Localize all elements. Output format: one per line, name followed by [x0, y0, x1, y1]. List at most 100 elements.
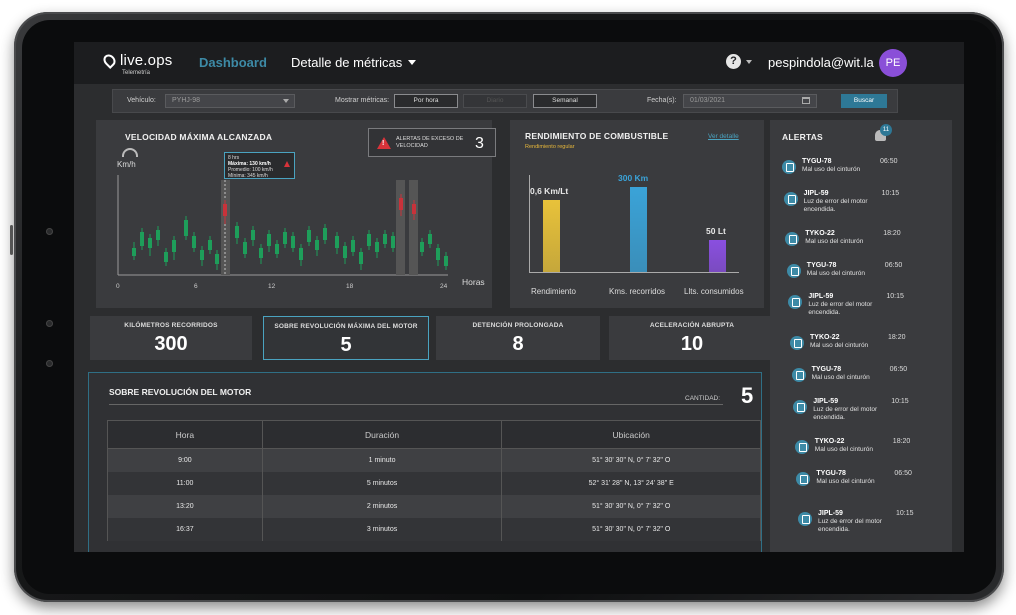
search-button[interactable]: Buscar: [841, 94, 887, 108]
fuel-bar[interactable]: [543, 200, 560, 272]
alert-plate: TYKO-22: [810, 334, 840, 341]
bell-icon[interactable]: [875, 130, 886, 141]
candle-body: [420, 242, 424, 252]
alert-message: Luz de error del motor encendida.: [808, 301, 873, 316]
alert-item[interactable]: TYKO-22 18:20 Mal uso del cinturón: [785, 230, 913, 260]
date-field[interactable]: 01/03/2021: [683, 94, 817, 108]
btn-diario[interactable]: Diario: [463, 94, 527, 108]
alert-plate: JIPL-59: [818, 510, 843, 517]
alert-message: Mal uso del cinturón: [805, 238, 864, 245]
candle-body: [315, 240, 319, 250]
fuel-detail-link[interactable]: Ver detalle: [708, 133, 739, 140]
table-cell: 3 minutos: [261, 517, 503, 541]
help-menu[interactable]: ?: [726, 54, 752, 69]
table-row[interactable]: 9:00 1 minuto 51° 30' 30" N, 0° 7' 32" O: [107, 448, 761, 472]
fuel-bar-label: Llts. consumidos: [684, 287, 744, 296]
x-tick: 24: [440, 283, 448, 290]
x-tick: 12: [268, 283, 276, 290]
fuel-bar[interactable]: [709, 240, 726, 272]
alert-item[interactable]: TYGU-78 06:50 Mal uso del cinturón: [786, 262, 915, 292]
table-row[interactable]: 13:20 2 minutos 51° 30' 30" N, 0° 7' 32" O: [107, 494, 761, 518]
revolution-qty: 5: [741, 383, 754, 408]
alerts-panel: ALERTAS 11 TYGU-78 06:50 Mal uso del cintu…: [770, 120, 952, 552]
table-cell: 1 minuto: [261, 448, 503, 472]
alert-item[interactable]: JIPL-59 10:15 Luz de error del motor encen…: [788, 293, 916, 323]
alert-time: 10:15: [886, 293, 904, 300]
btn-por-hora[interactable]: Por hora: [394, 94, 458, 108]
table-row[interactable]: 16:37 3 minutos 51° 30' 30" N, 0° 7' 32" O: [107, 517, 761, 541]
column-header-duracion[interactable]: Duración: [261, 420, 503, 449]
table-cell: 51° 30' 30" N, 0° 7' 32" O: [501, 517, 761, 541]
alert-plate: JIPL-59: [808, 293, 834, 300]
candle-body: [259, 248, 263, 258]
speed-unit: Km/h: [117, 160, 136, 169]
nav-dashboard[interactable]: Dashboard: [199, 55, 267, 70]
candle-body: [164, 252, 168, 262]
tablet-camera: [46, 228, 53, 235]
stat-card-km[interactable]: KILÓMETROS RECORRIDOS 300: [90, 316, 252, 360]
candle-body: [215, 254, 219, 264]
alert-time: 06:50: [884, 262, 903, 269]
candle-body: [291, 236, 295, 248]
candle-body: [399, 198, 403, 210]
alert-item[interactable]: TYGU-78 06:50 Mal uso del cinturón: [796, 470, 924, 500]
table-cell: 52° 31' 28" N, 13° 24' 38" E: [501, 471, 761, 495]
candle-body: [192, 236, 196, 248]
table-row[interactable]: 11:00 5 minutos 52° 31' 28" N, 13° 24' 38"…: [107, 471, 761, 495]
fuel-bar-value: 0,6 Km/Lt: [530, 186, 569, 196]
btn-semanal[interactable]: Semanal: [533, 94, 597, 108]
stat-label: ACELERACIÓN ABRUPTA: [649, 322, 735, 329]
date-label: Fecha(s):: [647, 97, 677, 104]
nav-detalle-metricas[interactable]: Detalle de métricas: [291, 55, 417, 70]
logo-subtitle: Telemetría: [122, 70, 151, 76]
speed-alert-count: 3: [475, 135, 484, 152]
alert-item[interactable]: TYGU-78 06:50 Mal uso del cinturón: [782, 158, 910, 188]
stat-card-acceleration[interactable]: ACELERACIÓN ABRUPTA 10: [609, 316, 775, 360]
candle-body: [243, 242, 247, 254]
tablet-side-button: [10, 225, 13, 255]
location-pin-icon: [101, 52, 118, 69]
avatar[interactable]: PE: [879, 49, 907, 77]
alert-item[interactable]: JIPL-59 10:15 Luz de error del motor encen…: [783, 190, 912, 220]
table-cell: 51° 30' 30" N, 0° 7' 32" O: [501, 448, 761, 472]
speed-alert-box[interactable]: ! ALERTAS DE EXCESO DE VELOCIDAD 3: [368, 128, 496, 157]
fuel-bar-value: 50 Lt: [706, 226, 726, 236]
app-screen: live.ops Telemetría Dashboard Detalle de…: [74, 42, 964, 552]
alert-item[interactable]: TYGU-78 06:50 Mal uso del cinturón: [791, 366, 920, 396]
fuel-bar-value: 300 Km: [618, 173, 649, 183]
fuel-bar[interactable]: [630, 187, 647, 272]
stat-card-revolution[interactable]: SOBRE REVOLUCIÓN MÁXIMA DEL MOTOR 5: [263, 316, 429, 360]
user-email[interactable]: pespindola@wit.la: [768, 55, 874, 70]
candle-body: [412, 204, 416, 214]
nav-detalle-label: Detalle de métricas: [291, 55, 403, 70]
alert-item[interactable]: JIPL-59 10:15 Luz de error del motor encen…: [798, 510, 926, 540]
alert-plate: TYGU-78: [816, 470, 846, 477]
alert-plate: TYGU-78: [806, 262, 837, 269]
candle-body: [375, 242, 379, 252]
candle-body: [383, 234, 387, 244]
stat-value: 300: [154, 333, 188, 355]
app-logo[interactable]: live.ops Telemetría: [101, 52, 173, 76]
logo-text: live.ops: [120, 52, 173, 69]
vehicle-select[interactable]: PYHJ-98: [165, 94, 295, 108]
candle-body: [343, 246, 347, 258]
column-header-hora[interactable]: Hora: [107, 420, 263, 449]
candle-body: [156, 230, 160, 240]
alert-time: 18:20: [888, 334, 906, 341]
candle-body: [132, 248, 136, 256]
candle-body: [223, 204, 227, 216]
alert-time: 06:50: [880, 158, 898, 165]
column-header-ubicacion[interactable]: Ubicación: [501, 420, 761, 449]
bus-icon: [793, 400, 808, 414]
top-nav: live.ops Telemetría Dashboard Detalle de…: [74, 42, 964, 84]
bus-icon: [791, 368, 806, 382]
stat-card-stop[interactable]: DETENCIÓN PROLONGADA 8: [436, 316, 600, 360]
candle-body: [391, 236, 395, 248]
tablet-sensor-2: [46, 360, 53, 367]
alert-item[interactable]: JIPL-59 10:15 Luz de error del motor encen…: [793, 398, 921, 428]
alert-item[interactable]: TYKO-22 18:20 Mal uso del cinturón: [794, 438, 923, 468]
bus-icon: [796, 472, 811, 486]
warning-icon: [377, 137, 391, 149]
alert-time: 10:15: [891, 398, 909, 405]
alert-item[interactable]: TYKO-22 18:20 Mal uso del cinturón: [790, 334, 918, 364]
